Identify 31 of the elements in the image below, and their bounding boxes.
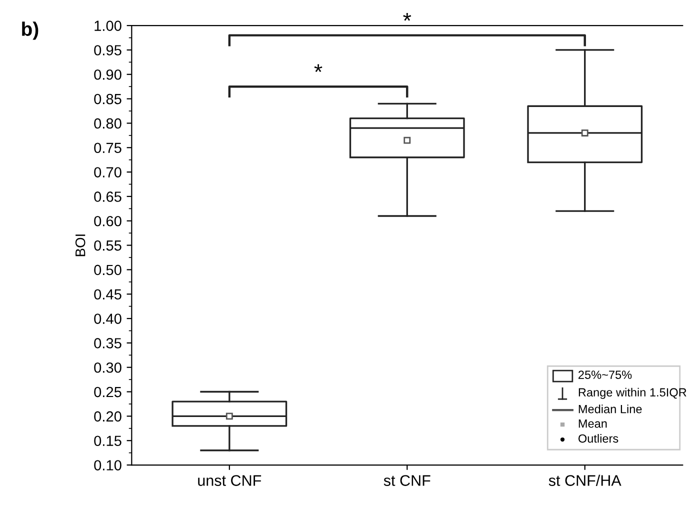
annotation: Outliers: [578, 434, 618, 443]
text: b): [22, 22, 38, 40]
x-tick-label: st CNF/HA: [548, 474, 622, 486]
y-tick-label: 0.35: [94, 338, 122, 348]
annotation: 25%~75%: [578, 370, 632, 379]
y-tick-label: 0.10: [94, 460, 122, 470]
y-tick-label: 0.15: [94, 436, 122, 446]
annotation: Mean: [578, 420, 607, 428]
y-tick-label: 0.75: [94, 142, 122, 154]
y-tick-label: 0.65: [94, 192, 122, 202]
y-tick-label: 1.00: [94, 20, 122, 31]
y-tick-label: 0.95: [94, 45, 122, 56]
y-tick-label: 0.55: [94, 240, 122, 251]
y-axis-title: BOI: [75, 234, 86, 256]
y-tick-label: 0.25: [94, 386, 122, 398]
y-tick-label: 0.30: [94, 362, 122, 373]
x-tick-label: unst CNF: [198, 475, 262, 486]
y-tick-label: 0.45: [94, 289, 122, 300]
y-tick-label: 0.80: [94, 118, 122, 129]
annotation: Range within 1.5IQR: [578, 388, 686, 399]
y-tick-label: 0.50: [94, 264, 122, 276]
y-tick-label: 0.85: [94, 94, 122, 104]
y-tick-label: 0.20: [94, 411, 122, 422]
y-tick-label: 0.60: [94, 216, 122, 226]
y-tick-label: 0.90: [94, 69, 122, 80]
y-tick-label: 0.40: [94, 314, 122, 324]
text: *: [403, 12, 412, 21]
y-tick-label: 0.70: [94, 167, 122, 178]
annotation: Median Line: [578, 404, 642, 414]
x-tick-label: st CNF: [384, 475, 430, 486]
annotation: *: [314, 64, 322, 72]
